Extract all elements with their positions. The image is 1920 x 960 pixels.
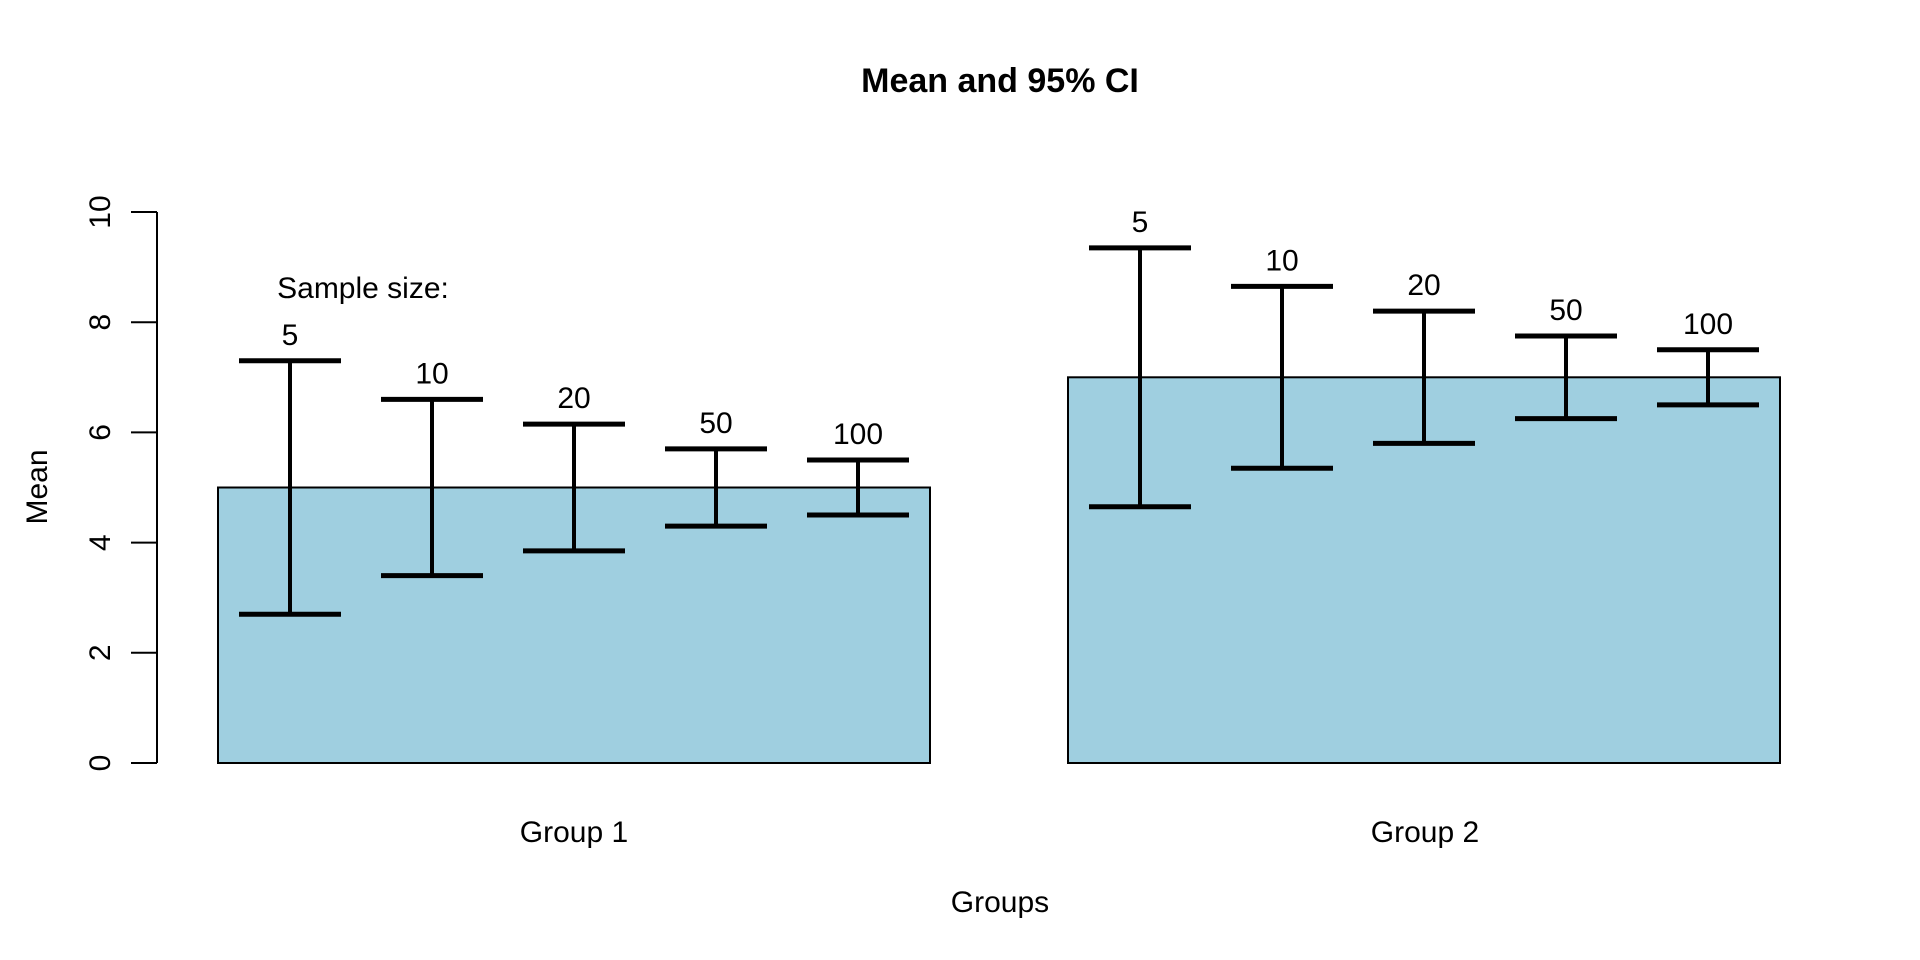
y-tick-label: 10 <box>84 195 117 228</box>
sample-size-label: 5 <box>1132 206 1149 239</box>
sample-size-label: 50 <box>699 407 732 440</box>
y-tick-label: 6 <box>84 424 117 441</box>
sample-size-label: 100 <box>833 418 883 451</box>
category-label-group-1: Group 1 <box>519 816 629 849</box>
y-tick-label: 4 <box>84 534 117 551</box>
y-tick-label: 2 <box>84 644 117 661</box>
sample-size-label: 10 <box>1265 244 1298 277</box>
sample-size-annotation: Sample size: <box>277 272 449 305</box>
chart-title: Mean and 95% CI <box>861 62 1139 100</box>
sample-size-label: 20 <box>1407 269 1440 302</box>
sample-size-label: 100 <box>1683 308 1733 341</box>
sample-size-label: 5 <box>282 319 299 352</box>
sample-size-label: 20 <box>557 382 590 415</box>
category-label-group-2: Group 2 <box>1370 816 1480 849</box>
sample-size-label: 10 <box>415 357 448 390</box>
y-tick-label: 0 <box>84 755 117 772</box>
x-axis-label: Groups <box>950 886 1050 919</box>
sample-size-label: 50 <box>1549 294 1582 327</box>
y-tick-label: 8 <box>84 314 117 331</box>
